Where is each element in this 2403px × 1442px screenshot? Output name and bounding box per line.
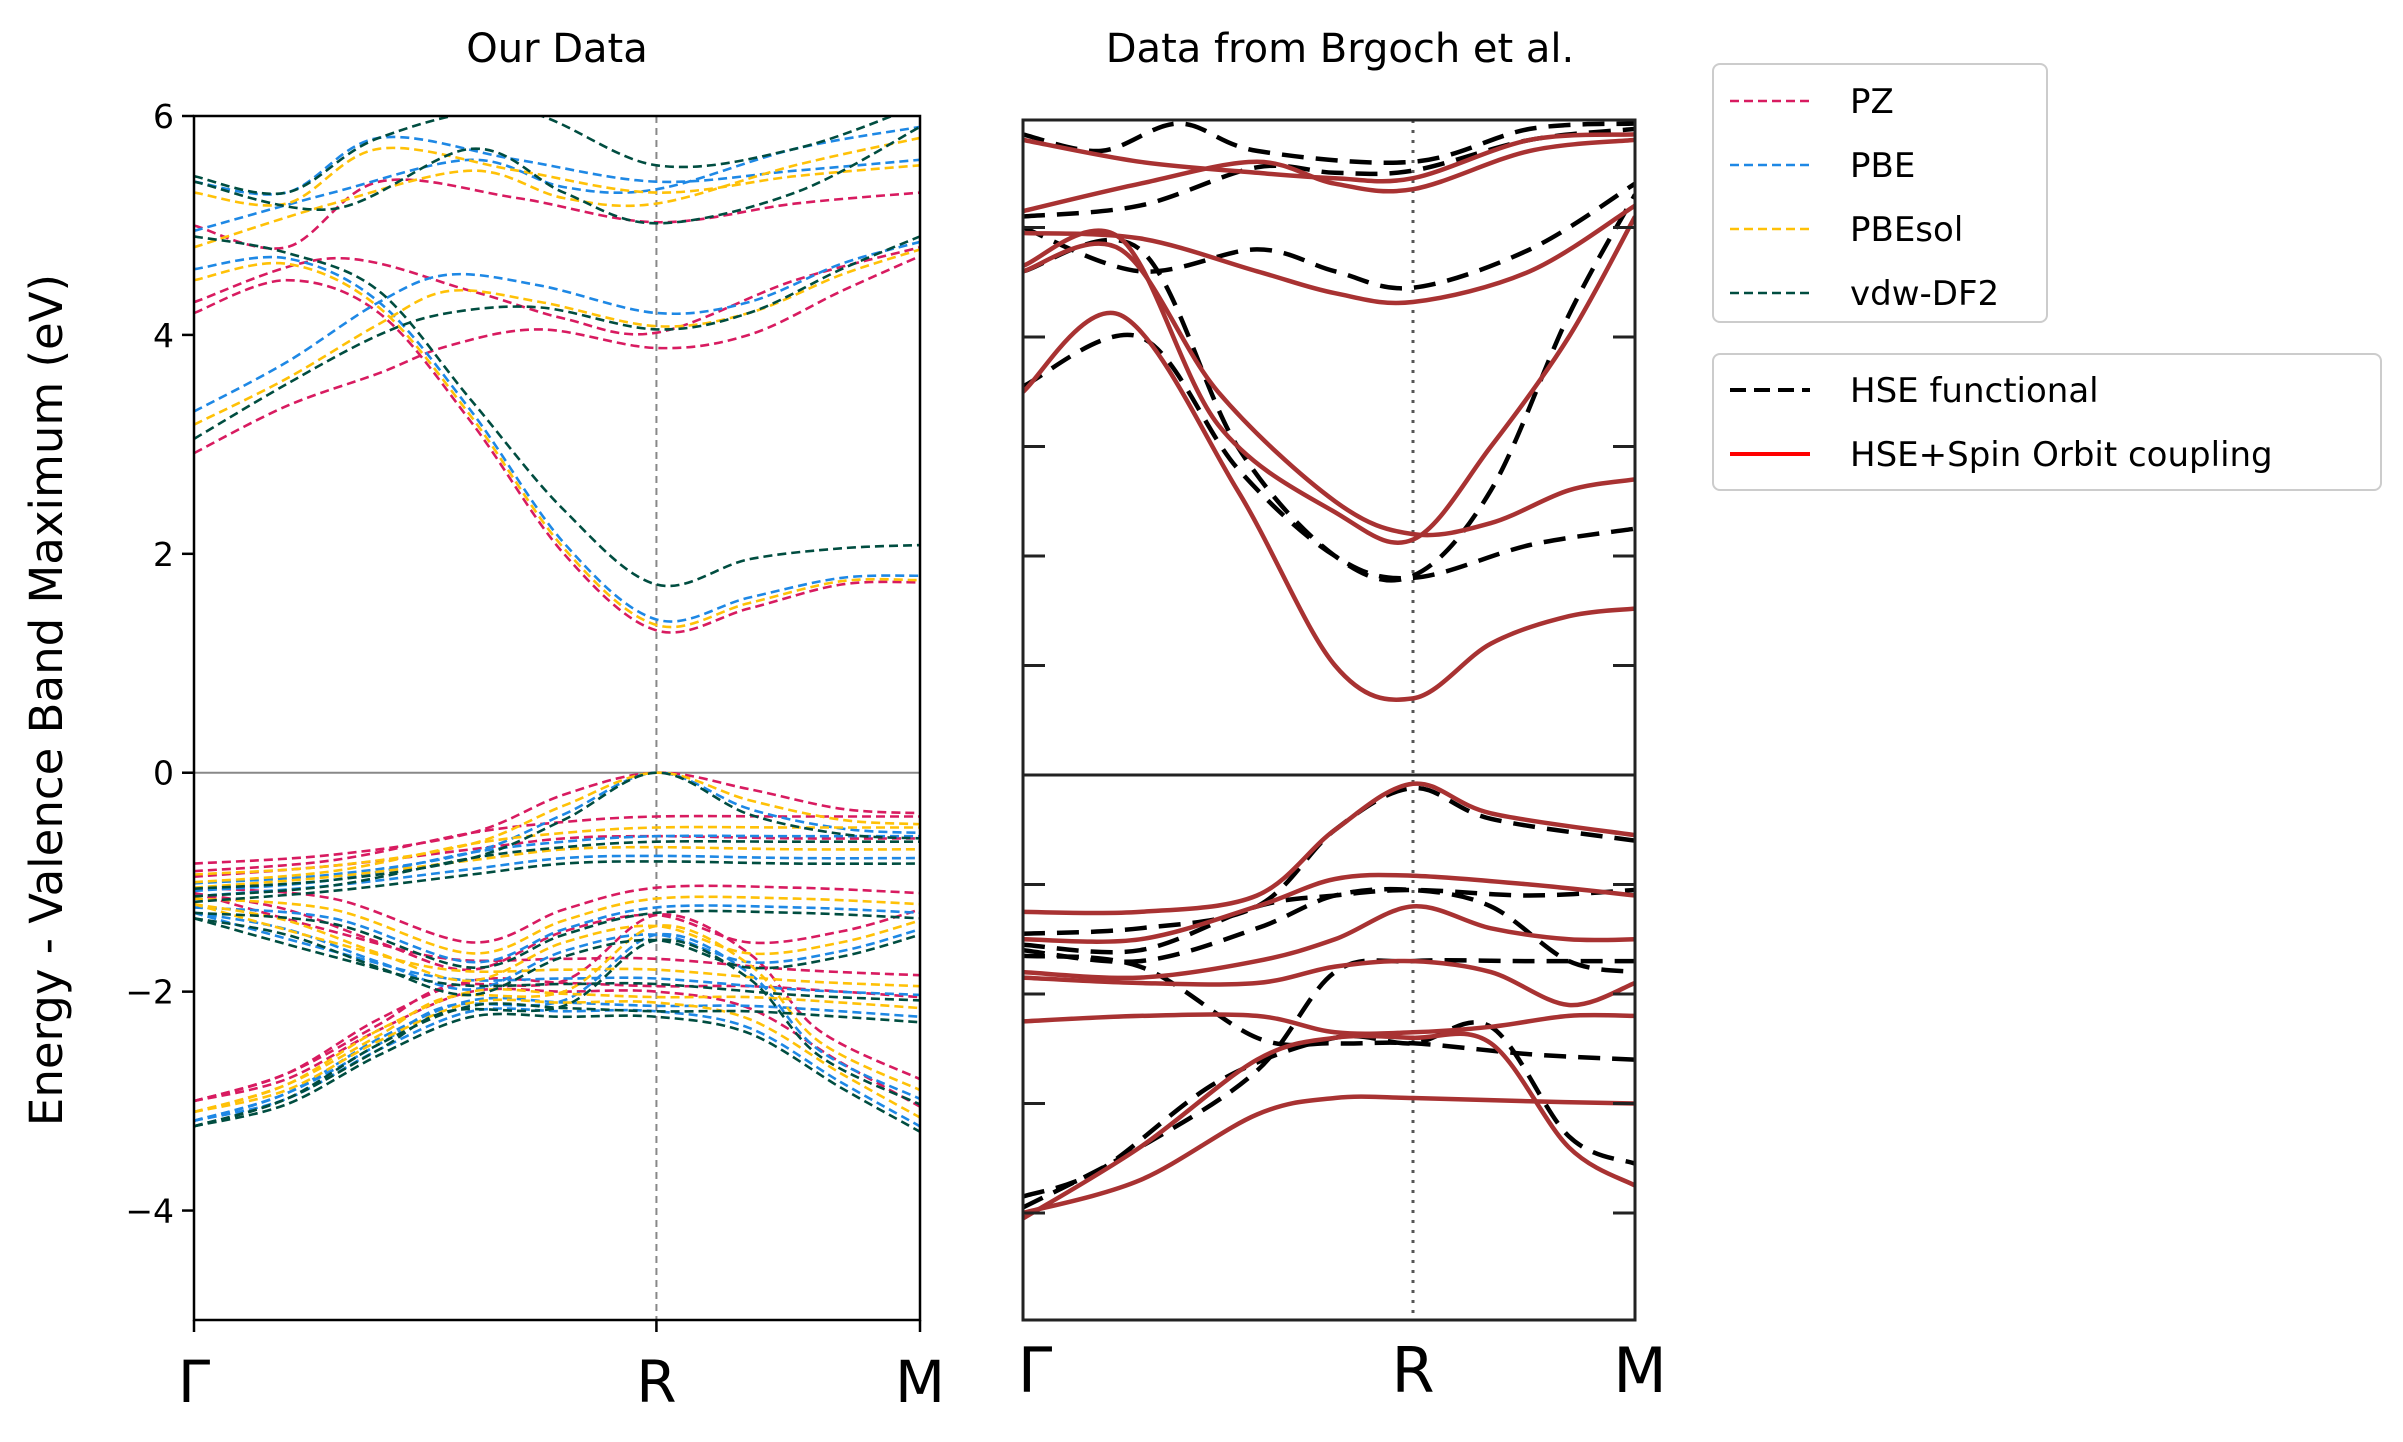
legend-brgoch: HSE functional HSE+Spin Orbit coupling	[1712, 353, 2382, 491]
valence-band-pz-4	[194, 891, 920, 977]
legend-functionals: PZ PBE PBEsol vdw-DF2	[1712, 63, 2048, 323]
right-panel-title: Data from Brgoch et al.	[1106, 26, 1574, 72]
band-hse-soc-3	[1023, 203, 1635, 306]
valence-band-vdw-df2-7	[194, 938, 920, 1128]
valence-band-pz-3	[194, 884, 920, 944]
legend-label: PZ	[1850, 82, 1894, 122]
band-pz-2	[194, 246, 920, 336]
left-y-ticks: 6 4 2 0 −2 −4	[125, 97, 194, 1231]
band-pbesol-2	[194, 136, 920, 249]
band-hse-soc-11	[1023, 1094, 1635, 1216]
valence-band-pbesol-2	[194, 845, 920, 889]
valence-band-pz-5	[194, 891, 920, 972]
valence-band-pbe-1	[194, 834, 920, 893]
band-hse-soc-1	[1023, 241, 1635, 538]
band-hse-soc-6	[1023, 781, 1635, 916]
valence-band-pbesol-4	[194, 902, 920, 988]
k-point-label: R	[1391, 1334, 1434, 1407]
y-tick-label: 6	[153, 97, 174, 136]
right-y-ticks	[1023, 226, 1635, 1215]
valence-band-pz-1	[194, 814, 920, 873]
band-vdw-df2-1	[194, 235, 920, 588]
left-bands-clip	[194, 116, 920, 1133]
y-tick-label: 4	[153, 316, 174, 355]
valence-band-pz-2	[194, 834, 920, 878]
valence-band-pbesol-7	[194, 924, 920, 1114]
k-point-label: Γ	[178, 1348, 210, 1416]
band-vdw-df2-3	[194, 116, 896, 196]
valence-band-pbesol-3	[194, 895, 920, 955]
valence-band-pbe-2	[194, 854, 920, 898]
valence-band-pbesol-0	[194, 771, 920, 876]
panel-our-data: Our Data Energy - Valence Band Maximum (…	[20, 26, 945, 1416]
legend-label: PBEsol	[1850, 210, 1963, 250]
legend-label: HSE+Spin Orbit coupling	[1850, 435, 2273, 475]
valence-band-pz-0	[194, 771, 920, 865]
band-vdw-df2-2	[194, 125, 920, 225]
left-panel-title: Our Data	[466, 26, 648, 72]
valence-band-pbe-3	[194, 904, 920, 964]
legend-label: HSE functional	[1850, 371, 2099, 411]
band-pbesol-0	[194, 248, 920, 426]
valence-band-pbe-0	[194, 771, 920, 885]
band-hse-soc-9	[1023, 958, 1635, 1008]
legend-label: vdw-DF2	[1850, 274, 1999, 314]
band-pbesol-1	[194, 261, 920, 629]
band-vdw-df2-0	[194, 235, 920, 441]
y-tick-label: −2	[125, 973, 174, 1012]
band-hse-soc-2	[1023, 215, 1635, 546]
right-bands-clip	[1023, 121, 1635, 1221]
band-pbe-0	[194, 240, 920, 413]
band-pz-0	[194, 254, 920, 455]
legend-box	[1712, 63, 2048, 323]
right-band-lines	[1023, 121, 1635, 1221]
band-hse-soc-10	[1023, 1012, 1635, 1036]
band-hse-soc-8	[1023, 904, 1635, 981]
y-tick-label: 2	[153, 535, 174, 574]
y-axis-label: Energy - Valence Band Maximum (eV)	[20, 274, 73, 1126]
legend-box	[1712, 353, 2382, 491]
valence-band-pbe-7	[194, 932, 920, 1123]
band-hse-7	[1023, 886, 1635, 975]
band-hse-soc-12	[1023, 1031, 1635, 1221]
band-hse-8	[1023, 953, 1635, 1062]
left-band-lines	[194, 116, 920, 1133]
band-hse-soc-0	[1023, 310, 1635, 702]
k-point-label: Γ	[1018, 1334, 1053, 1407]
band-hse-4	[1023, 121, 1635, 165]
valence-band-pbesol-6	[194, 987, 920, 1114]
valence-band-vdw-df2-5	[194, 917, 920, 997]
band-pbe-1	[194, 255, 920, 623]
band-hse-3	[1023, 126, 1635, 219]
valence-band-vdw-df2-2	[194, 860, 920, 904]
panel-brgoch-data: Data from Brgoch et al. Γ R M	[1018, 26, 1667, 1407]
band-pz-1	[194, 278, 920, 634]
band-hse-soc-4	[1023, 137, 1635, 214]
band-hse-1	[1023, 193, 1635, 583]
valence-band-vdw-df2-4	[194, 917, 920, 1002]
legend-label: PBE	[1850, 146, 1915, 186]
band-pbesol-3	[194, 146, 920, 207]
y-tick-label: 0	[153, 754, 174, 793]
k-point-label: M	[895, 1348, 945, 1416]
band-pz-3	[194, 178, 920, 250]
valence-band-vdw-df2-0	[194, 771, 920, 890]
band-hse-soc-7	[1023, 872, 1635, 944]
valence-band-vdw-df2-1	[194, 840, 920, 898]
k-point-label: M	[1613, 1334, 1667, 1407]
right-plot-frame	[1021, 118, 1637, 1322]
band-hse-2	[1023, 181, 1635, 291]
valence-band-vdw-df2-3	[194, 909, 920, 969]
k-point-label: R	[636, 1348, 676, 1416]
valence-band-pbesol-5	[194, 902, 920, 983]
band-hse-10	[1023, 958, 1635, 1210]
y-tick-label: −4	[125, 1192, 174, 1231]
valence-band-pbesol-8	[194, 998, 920, 1119]
left-plot-frame	[192, 114, 922, 1322]
valence-band-vdw-df2-8	[194, 1012, 920, 1133]
band-hse-soc-5	[1023, 132, 1635, 184]
